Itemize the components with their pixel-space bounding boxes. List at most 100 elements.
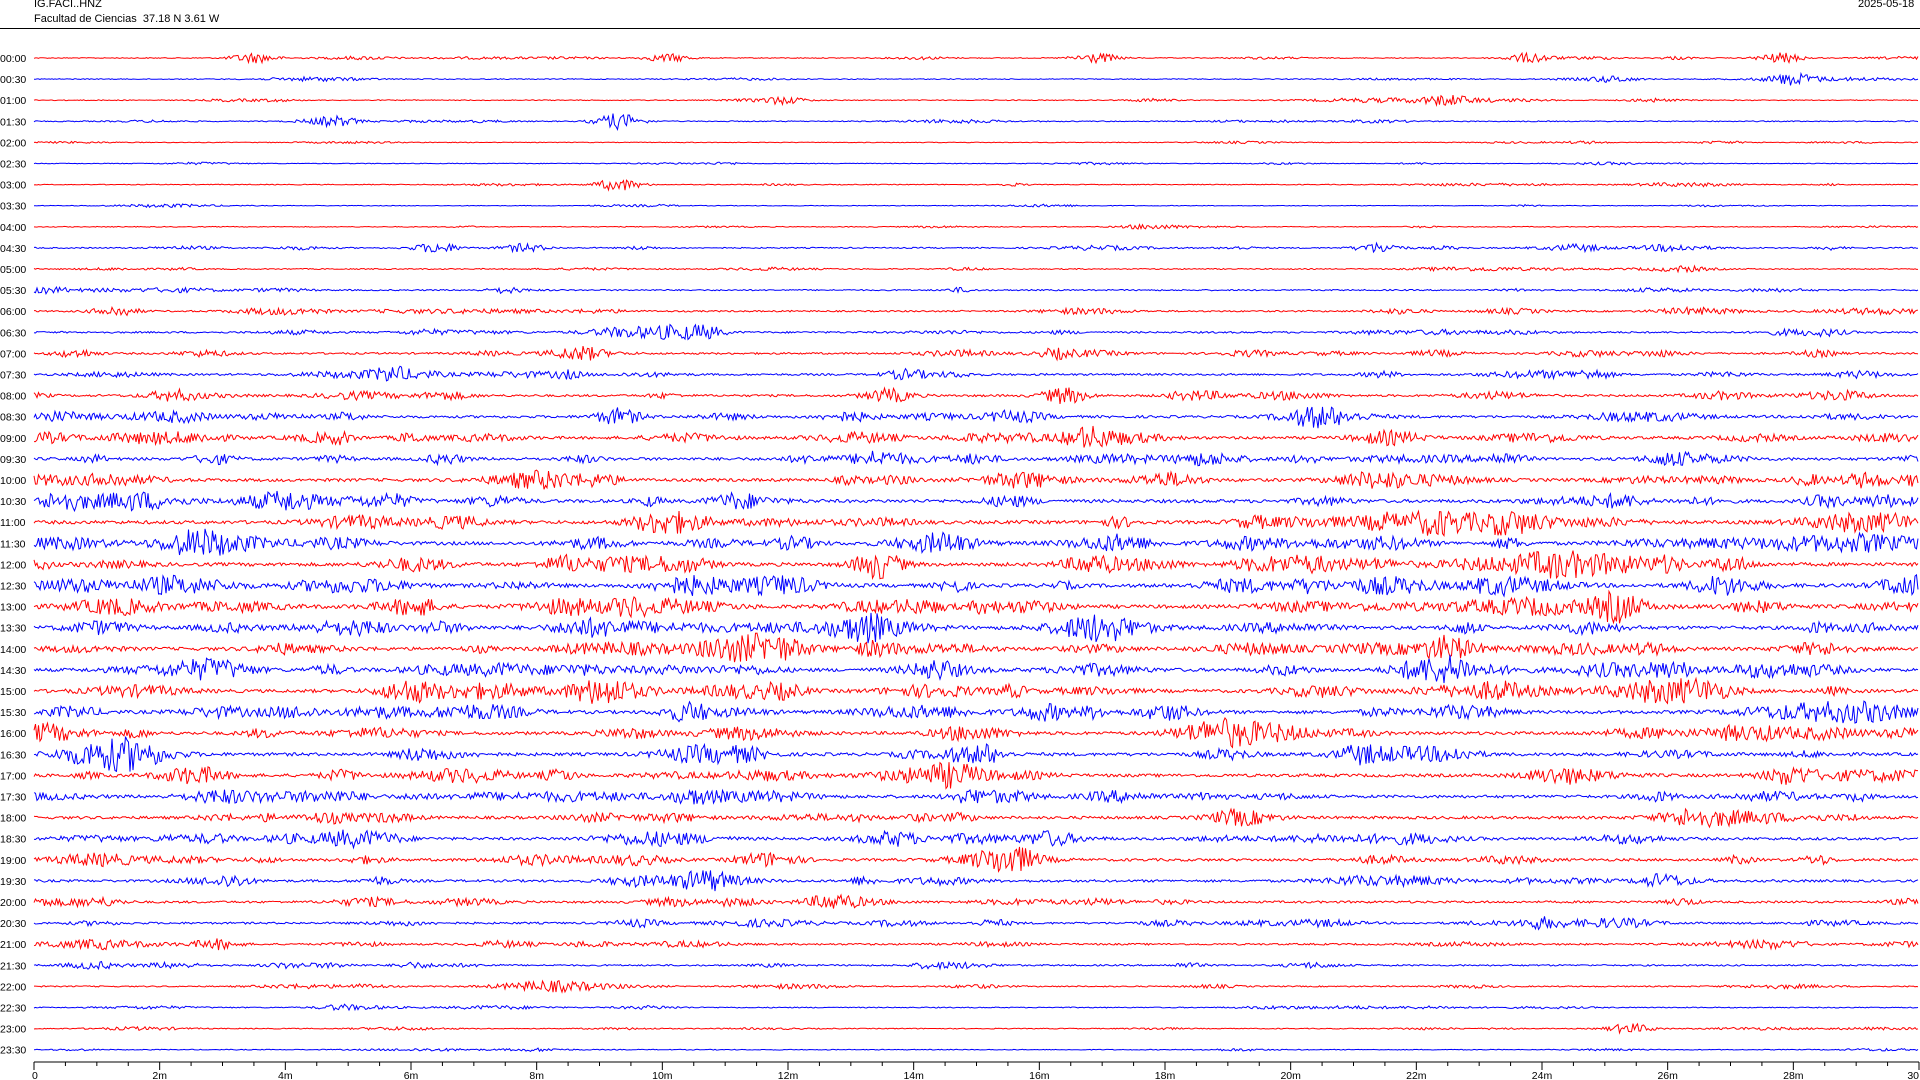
trace-0530 (33, 285, 1919, 296)
x-tick-label: 6m (404, 1070, 419, 1080)
x-tick-label: 8m (529, 1070, 544, 1080)
station-location: Facultad de Ciencias 37.18 N 3.61 W (34, 13, 220, 25)
trace-1130 (33, 528, 1919, 556)
trace-1530 (33, 700, 1919, 724)
row-label: 20:00 (0, 897, 26, 909)
row-label: 06:00 (0, 306, 26, 318)
trace-1230 (33, 573, 1919, 598)
trace-0400 (33, 223, 1919, 230)
x-tick-label: 10m (652, 1070, 673, 1080)
trace-0300 (33, 179, 1919, 192)
trace-1800 (33, 807, 1919, 829)
trace-group (33, 51, 1919, 1053)
row-label: 09:00 (0, 433, 26, 445)
row-label: 21:00 (0, 939, 26, 951)
trace-0200 (33, 140, 1919, 145)
row-label: 08:30 (0, 412, 26, 424)
row-label: 00:00 (0, 53, 26, 65)
station-code: IG.FACI..HNZ (34, 0, 102, 10)
row-label: 00:30 (0, 74, 26, 86)
row-label: 23:30 (0, 1045, 26, 1057)
row-label: 21:30 (0, 960, 26, 972)
trace-0100 (33, 94, 1919, 107)
row-label: 14:30 (0, 665, 26, 677)
row-label: 02:30 (0, 159, 26, 171)
x-tick-label: 18m (1155, 1070, 1176, 1080)
row-label: 22:00 (0, 981, 26, 993)
row-label: 05:30 (0, 285, 26, 297)
row-label: 20:30 (0, 918, 26, 930)
row-label: 11:30 (0, 538, 26, 550)
trace-1430 (33, 654, 1919, 684)
trace-0630 (33, 323, 1918, 341)
trace-2330 (33, 1047, 1919, 1053)
row-label: 16:00 (0, 728, 26, 740)
trace-1200 (33, 550, 1919, 581)
x-tick-label: 4m (278, 1070, 293, 1080)
row-label: 10:00 (0, 475, 26, 487)
row-label: 15:00 (0, 686, 26, 698)
trace-1030 (33, 490, 1919, 513)
trace-0430 (33, 241, 1919, 254)
row-label: 18:00 (0, 813, 26, 825)
row-label: 17:30 (0, 792, 26, 804)
trace-2130 (33, 960, 1919, 971)
trace-0700 (33, 345, 1919, 362)
trace-0730 (33, 365, 1919, 382)
row-label: 01:30 (0, 116, 26, 128)
trace-0130 (33, 113, 1919, 132)
record-date: 2025-05-18 (1858, 0, 1915, 10)
row-label: 09:30 (0, 454, 26, 466)
trace-0230 (33, 161, 1919, 166)
row-label: 07:00 (0, 348, 26, 360)
row-label: 11:00 (0, 517, 26, 529)
trace-2030 (33, 916, 1919, 931)
row-label: 19:30 (0, 876, 26, 888)
trace-2200 (34, 979, 1919, 994)
row-label: 12:30 (0, 581, 26, 593)
trace-1700 (33, 761, 1918, 790)
trace-1330 (33, 612, 1919, 644)
row-label: 03:00 (0, 180, 26, 192)
x-tick-label: 16m (1029, 1070, 1050, 1080)
row-label: 04:00 (0, 222, 26, 234)
row-label: 10:30 (0, 496, 26, 508)
row-label: 15:30 (0, 707, 26, 719)
x-tick-label: 20m (1280, 1070, 1301, 1080)
trace-0830 (33, 406, 1919, 429)
trace-0330 (34, 203, 1919, 209)
row-label: 12:00 (0, 559, 26, 571)
trace-0900 (34, 425, 1919, 448)
row-label: 05:00 (0, 264, 26, 276)
row-label: 16:30 (0, 749, 26, 761)
trace-2000 (33, 893, 1919, 909)
row-label: 18:30 (0, 834, 26, 846)
row-label: 06:30 (0, 327, 26, 339)
row-label: 13:00 (0, 602, 26, 614)
trace-1730 (33, 788, 1919, 805)
x-tick-label: 14m (903, 1070, 924, 1080)
row-label: 08:00 (0, 391, 26, 403)
trace-1500 (33, 676, 1919, 705)
row-label: 01:00 (0, 95, 26, 107)
trace-1830 (33, 829, 1919, 850)
row-label: 22:30 (0, 1003, 26, 1015)
row-label: 19:00 (0, 855, 26, 867)
trace-1000 (33, 469, 1919, 490)
trace-1300 (33, 589, 1919, 625)
row-label: 14:00 (0, 644, 26, 656)
trace-0930 (33, 450, 1919, 467)
trace-2300 (33, 1022, 1919, 1035)
x-tick-label: 30 (1907, 1070, 1919, 1080)
row-label: 23:00 (0, 1024, 26, 1036)
row-label: 03:30 (0, 201, 26, 213)
trace-0800 (33, 386, 1919, 404)
trace-0000 (33, 51, 1919, 65)
trace-0030 (34, 71, 1919, 86)
row-label: 04:30 (0, 243, 26, 255)
x-tick-label: 24m (1532, 1070, 1553, 1080)
time-axis: 0 2m 4m 6m 8m 10m 12m 14m 16m 18m 20m 22m 24m 26m 28m 3… (32, 1061, 1920, 1080)
trace-1600 (33, 717, 1919, 749)
trace-1400 (33, 632, 1919, 663)
trace-1100 (33, 509, 1919, 537)
